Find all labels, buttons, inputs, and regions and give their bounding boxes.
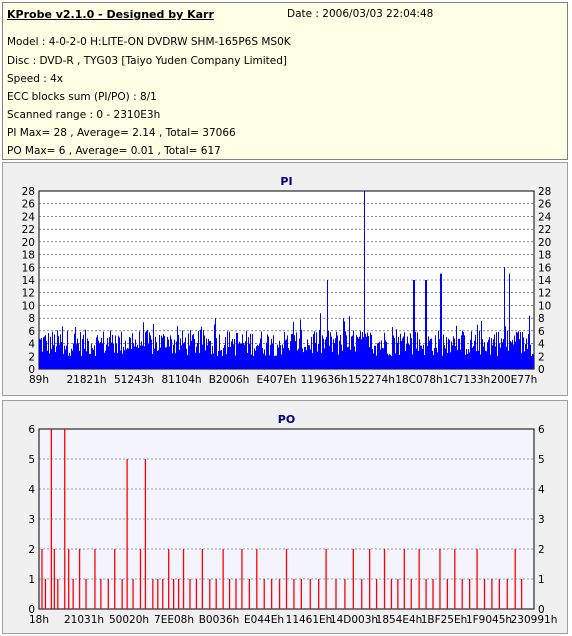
y-tick-left: 22 (22, 224, 35, 236)
y-tick-right: 4 (538, 339, 545, 351)
y-tick-left: 4 (28, 484, 35, 496)
y-tick-right: 2 (538, 544, 545, 556)
range-line: Scanned range : 0 - 2310E3h (7, 109, 161, 121)
disc-line: Disc : DVD-R , TYG03 [Taiyo Yuden Compan… (7, 55, 288, 67)
y-tick-left: 20 (22, 237, 35, 249)
y-tick-left: 6 (28, 326, 35, 338)
y-tick-right: 0 (538, 364, 545, 376)
x-tick-label: 21031h (64, 614, 104, 626)
x-tick-label: 119636h (301, 374, 348, 386)
pi-chart-panel: 0 0 2 2 4 4 6 6 8 8 10 10 12 12 14 14 16 16 18 18 20 20 22 22 24… (2, 162, 568, 396)
po-bars (41, 429, 523, 609)
x-tick-label: 230991h (511, 614, 558, 626)
y-tick-left: 28 (22, 186, 35, 198)
y-tick-right: 1 (538, 574, 545, 586)
y-tick-left: 14 (22, 275, 36, 287)
y-tick-right: 24 (538, 211, 552, 223)
y-tick-left: 0 (28, 604, 35, 616)
y-tick-left: 6 (28, 424, 35, 436)
x-tick-label: 1F9045h (466, 614, 512, 626)
x-tick-label: E407Eh (257, 374, 297, 386)
chart-title: PI (280, 175, 292, 188)
y-tick-right: 10 (538, 300, 551, 312)
y-tick-right: 12 (538, 288, 551, 300)
y-tick-right: 3 (538, 514, 545, 526)
pi-bars (39, 191, 534, 369)
y-tick-left: 10 (22, 300, 35, 312)
ecc-line: ECC blocks sum (PI/PO) : 8/1 (7, 91, 157, 103)
x-tick-label: 50020h (109, 614, 149, 626)
y-tick-right: 16 (538, 262, 552, 274)
y-tick-right: 28 (538, 186, 551, 198)
po-chart-panel: 0 0 1 1 2 2 3 3 4 4 5 5 6 6 PO 18h 21031h 50020h 7EE08h B00… (2, 400, 568, 634)
x-tick-label: B0036h (199, 614, 240, 626)
y-tick-right: 20 (538, 237, 551, 249)
x-tick-label: 21821h (66, 374, 106, 386)
y-tick-right: 2 (538, 351, 545, 363)
x-tick-label: E044Eh (244, 614, 284, 626)
app-title: KProbe v2.1.0 - Designed by Karr (7, 8, 214, 21)
y-tick-left: 16 (22, 262, 36, 274)
x-tick-label: 7EE08h (154, 614, 194, 626)
y-tick-left: 4 (28, 339, 35, 351)
x-tick-label: 89h (29, 374, 49, 386)
pi-stats-line: PI Max= 28 , Average= 2.14 , Total= 3706… (7, 127, 236, 139)
model-line: Model : 4-0-2-0 H:LITE-ON DVDRW SHM-165P… (7, 36, 291, 48)
y-tick-right: 0 (538, 604, 545, 616)
x-tick-label: 1C7133h (443, 374, 490, 386)
x-tick-label: 18C078h (395, 374, 442, 386)
x-tick-label: 152274h (348, 374, 395, 386)
y-tick-left: 3 (28, 514, 35, 526)
y-tick-left: 26 (22, 199, 36, 211)
x-tick-label: 81104h (161, 374, 201, 386)
y-tick-left: 8 (28, 313, 35, 325)
x-tick-label: 18h (29, 614, 49, 626)
y-tick-left: 2 (28, 544, 35, 556)
y-tick-left: 1 (28, 574, 35, 586)
y-tick-right: 14 (538, 275, 552, 287)
y-tick-right: 4 (538, 484, 545, 496)
y-tick-left: 2 (28, 351, 35, 363)
y-tick-left: 24 (22, 211, 36, 223)
x-tick-label: 14D003h (330, 614, 378, 626)
y-tick-right: 26 (538, 199, 552, 211)
y-tick-right: 22 (538, 224, 551, 236)
x-tick-label: 1BF25Eh (421, 614, 468, 626)
info-panel: KProbe v2.1.0 - Designed by Karr Date : … (2, 2, 568, 160)
y-tick-right: 6 (538, 326, 545, 338)
y-tick-left: 18 (22, 250, 35, 262)
po-stats-line: PO Max= 6 , Average= 0.01 , Total= 617 (7, 145, 221, 157)
y-tick-right: 8 (538, 313, 545, 325)
x-tick-label: 51243h (114, 374, 154, 386)
po-chart: 0 0 1 1 2 2 3 3 4 4 5 5 6 6 PO 18h 21031h 50020h 7EE08h B00… (28, 413, 558, 626)
y-tick-left: 5 (28, 454, 35, 466)
y-tick-left: 0 (28, 364, 35, 376)
chart-title: PO (278, 413, 295, 426)
x-tick-label: B2006h (209, 374, 250, 386)
x-tick-label: 1854E4h (376, 614, 423, 626)
y-tick-right: 18 (538, 250, 551, 262)
x-tick-label: 200E77h (491, 374, 538, 386)
scan-date: Date : 2006/03/03 22:04:48 (287, 8, 434, 20)
speed-line: Speed : 4x (7, 73, 64, 85)
y-tick-right: 5 (538, 454, 545, 466)
x-tick-label: 11461Eh (286, 614, 333, 626)
y-tick-right: 6 (538, 424, 545, 436)
y-tick-left: 12 (22, 288, 35, 300)
